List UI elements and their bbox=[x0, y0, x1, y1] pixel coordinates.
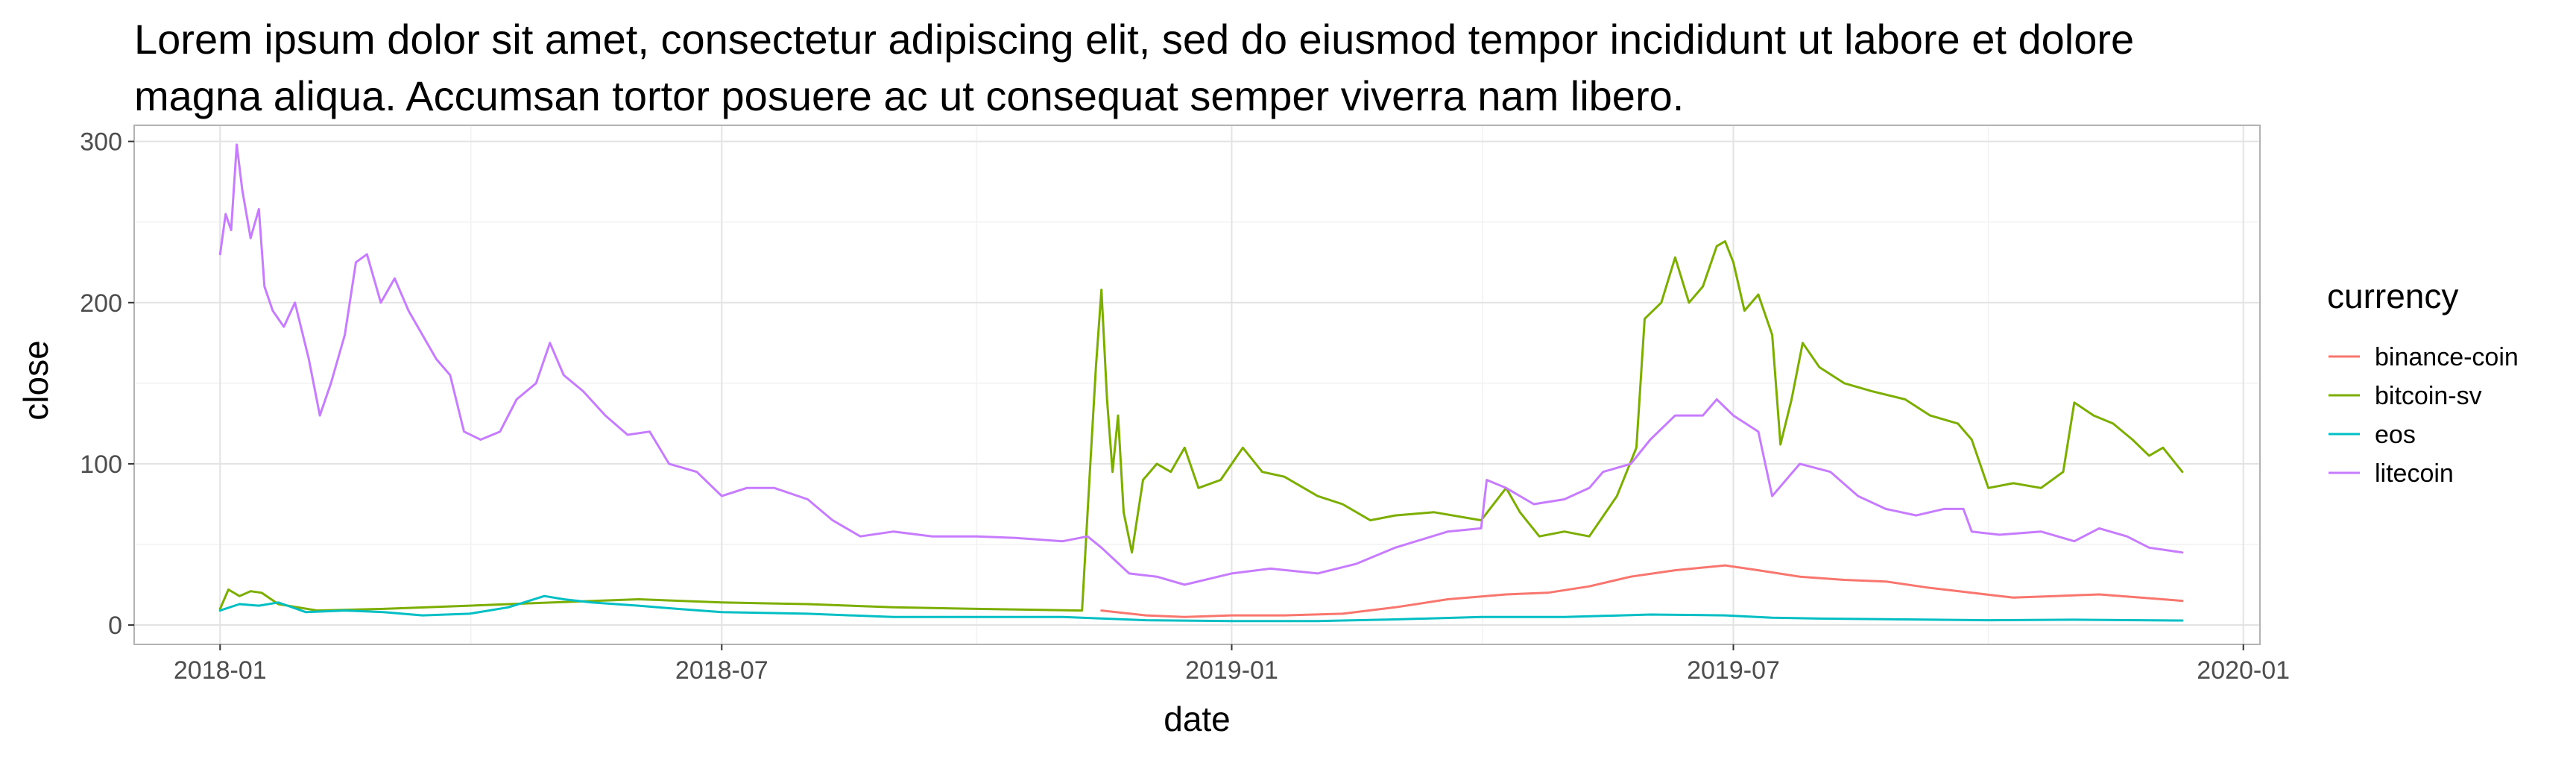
x-tick-label: 2018-01 bbox=[174, 656, 267, 685]
legend-item-bitcoin-sv: bitcoin-sv bbox=[2329, 382, 2482, 410]
grid-major bbox=[134, 125, 2260, 644]
legend-item-litecoin: litecoin bbox=[2329, 459, 2454, 488]
legend: currency binance-coin bitcoin-sv eos liteco… bbox=[2327, 277, 2519, 488]
series-line-litecoin bbox=[218, 143, 2184, 586]
x-tick-label: 2019-07 bbox=[1687, 656, 1780, 685]
series-line-binance-coin bbox=[1100, 564, 2184, 618]
chart-title-line-1: Lorem ipsum dolor sit amet, consectetur … bbox=[134, 16, 2134, 63]
grid-minor bbox=[134, 125, 2260, 644]
legend-item-eos: eos bbox=[2329, 421, 2416, 449]
x-tick-label: 2019-01 bbox=[1185, 656, 1278, 685]
y-tick-label: 300 bbox=[80, 128, 122, 157]
legend-label-litecoin: litecoin bbox=[2375, 459, 2454, 488]
series-lines bbox=[218, 143, 2184, 623]
series-line-bitcoin-sv bbox=[218, 240, 2184, 612]
x-tick-label: 2020-01 bbox=[2197, 656, 2290, 685]
x-axis-ticks: 2018-01 2018-07 2019-01 2019-07 2020-01 bbox=[174, 644, 2290, 685]
legend-title: currency bbox=[2327, 277, 2458, 315]
legend-label-binance-coin: binance-coin bbox=[2375, 343, 2519, 371]
legend-items: binance-coin bitcoin-sv eos litecoin bbox=[2329, 343, 2519, 488]
chart-title-line-2: magna aliqua. Accumsan tortor posuere ac… bbox=[134, 72, 1684, 119]
y-tick-label: 100 bbox=[80, 450, 122, 479]
y-tick-label: 200 bbox=[80, 289, 122, 318]
y-axis-ticks: 0 100 200 300 bbox=[80, 128, 134, 640]
legend-item-binance-coin: binance-coin bbox=[2329, 343, 2519, 371]
series-line-eos bbox=[218, 594, 2184, 623]
y-axis-title: close bbox=[16, 340, 55, 420]
x-tick-label: 2018-07 bbox=[675, 656, 768, 685]
chart-title: Lorem ipsum dolor sit amet, consectetur … bbox=[134, 16, 2134, 119]
plot-panel-background bbox=[134, 125, 2260, 644]
legend-label-eos: eos bbox=[2375, 421, 2416, 449]
legend-label-bitcoin-sv: bitcoin-sv bbox=[2375, 382, 2482, 410]
plot-panel-border bbox=[133, 125, 2261, 645]
y-tick-label: 0 bbox=[108, 612, 122, 640]
x-axis-title: date bbox=[1164, 700, 1231, 738]
